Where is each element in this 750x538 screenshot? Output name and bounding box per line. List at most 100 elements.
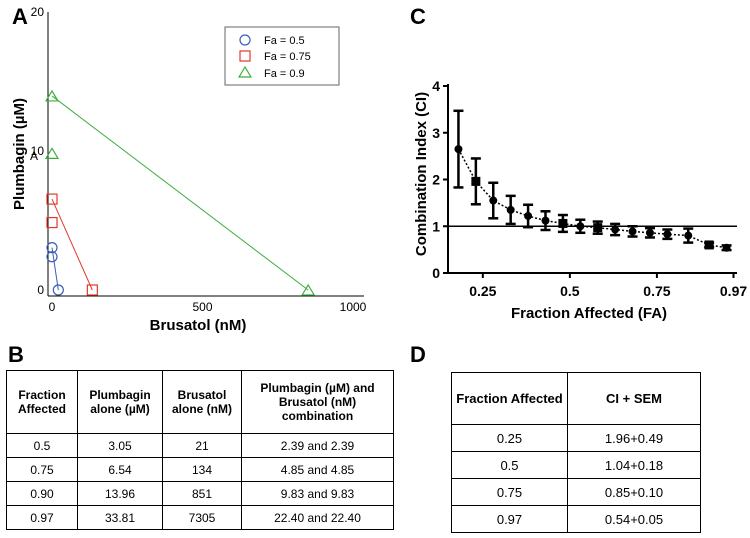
chart-a-stray-label: A [30,149,38,163]
data-point [663,230,672,239]
legend-entry-fa-09: Fa = 0.9 [264,68,305,80]
y-tick-label: 10 [31,144,45,158]
y-tick-label: 2 [432,172,440,188]
table-cell: 2.39 and 2.39 [241,433,394,458]
panel-label-d: D [410,342,426,367]
data-point [628,227,637,236]
data-point [506,205,515,214]
table-cell: 0.97 [451,505,568,533]
table-row: 0.75 0.85+0.10 [451,478,701,506]
x-tick-label: 0.75 [643,283,670,299]
table-row: 0.5 3.05 21 2.39 and 2.39 [6,433,394,458]
chart-a-ylabel: Plumbagin (µM) [11,98,28,210]
table-b-header-fraction: Fraction Affected [6,370,78,434]
table-cell: 0.75 [451,478,568,506]
series-line [457,148,727,249]
table-cell: 0.54+0.05 [567,505,701,533]
table-cell: 3.05 [77,433,163,458]
legend-square-icon [239,50,251,62]
chart-a-legend-box [224,26,340,86]
legend-circle-icon [239,34,251,46]
data-point [471,176,481,186]
table-b-header-plumbagin: Plumbagin alone (µM) [77,370,163,434]
data-point [44,89,60,102]
table-cell: 21 [162,433,242,458]
chart-a-isobologram: Plumbagin (µM) Brusatol (nM) A 0 500 1000 0… [11,5,367,334]
data-point [86,284,98,296]
y-tick-label: 3 [432,125,440,141]
table-cell: 7305 [162,505,242,530]
table-row: 0.97 33.81 7305 22.40 and 22.40 [6,505,394,530]
panel-label-c: C [410,4,426,29]
table-cell: 0.85+0.10 [567,478,701,506]
data-point [722,243,731,252]
data-point [704,240,714,250]
chart-a-legend: Fa = 0.5 Fa = 0.75 Fa = 0.9 [224,26,340,86]
data-point [46,216,58,229]
table-d: Fraction Affected CI + SEM 0.25 1.96+0.4… [451,372,701,533]
table-cell: 134 [162,457,242,482]
data-point [684,231,693,240]
data-point [46,242,58,254]
data-point [46,193,58,205]
table-cell: 4.85 and 4.85 [241,457,394,482]
chart-c-ylabel: Combination Index (CI) [413,92,430,256]
x-tick-label: 0.97 [720,283,747,299]
table-cell: 0.75 [6,457,78,482]
data-point [576,222,585,231]
x-tick-label: 0 [49,300,56,314]
y-tick-label: 0 [432,265,440,281]
data-point [645,228,654,237]
table-cell: 33.81 [77,505,163,530]
table-cell: 0.25 [451,424,568,452]
table-cell: 0.5 [451,451,568,479]
y-tick-label: 1 [432,218,440,234]
data-point [611,225,620,234]
table-cell: 851 [162,481,242,506]
table-b-header-brusatol: Brusatol alone (nM) [162,370,242,434]
x-tick-label: 0.5 [560,283,580,299]
table-d-header-fraction: Fraction Affected [451,372,568,425]
data-point [524,211,533,220]
data-point [44,147,60,159]
y-tick-label: 0 [37,283,44,297]
table-cell: 0.90 [6,481,78,506]
data-point [558,218,568,228]
panel-label-b: B [8,342,24,367]
table-cell: 0.97 [6,505,78,530]
table-cell: 6.54 [77,457,163,482]
table-cell: 1.96+0.49 [567,424,701,452]
legend-triangle-icon [237,65,253,78]
x-tick-label: 0.25 [469,283,496,299]
series-line [51,95,309,291]
table-row: 0.75 6.54 134 4.85 and 4.85 [6,457,394,482]
series-line [51,247,59,291]
chart-c-combination-index: Combination Index (CI) Fraction Affected… [413,78,747,322]
table-cell: 22.40 and 22.40 [241,505,394,530]
x-tick-label: 1000 [340,300,367,314]
chart-c-xlabel: Fraction Affected (FA) [511,305,667,322]
table-row: 0.25 1.96+0.49 [451,424,701,452]
series-line [51,198,93,291]
data-point [52,284,64,296]
y-tick-label: 20 [31,5,45,19]
data-point [541,216,550,225]
table-row: 0.90 13.96 851 9.83 and 9.83 [6,481,394,506]
table-row: 0.5 1.04+0.18 [451,451,701,479]
table-cell: 1.04+0.18 [567,451,701,479]
table-row: 0.97 0.54+0.05 [451,505,701,533]
table-cell: 0.5 [6,433,78,458]
table-d-header-ci: CI + SEM [567,372,701,425]
chart-a-xlabel: Brusatol (nM) [150,317,247,334]
data-point [46,251,58,263]
data-point [489,196,498,205]
legend-entry-fa-075: Fa = 0.75 [264,51,311,63]
table-cell: 13.96 [77,481,163,506]
data-point [593,223,603,233]
data-point [301,283,316,296]
table-cell: 9.83 and 9.83 [241,481,394,506]
data-point [454,145,463,154]
panel-label-a: A [12,4,28,29]
table-b: Fraction Affected Plumbagin alone (µM) B… [6,370,394,530]
